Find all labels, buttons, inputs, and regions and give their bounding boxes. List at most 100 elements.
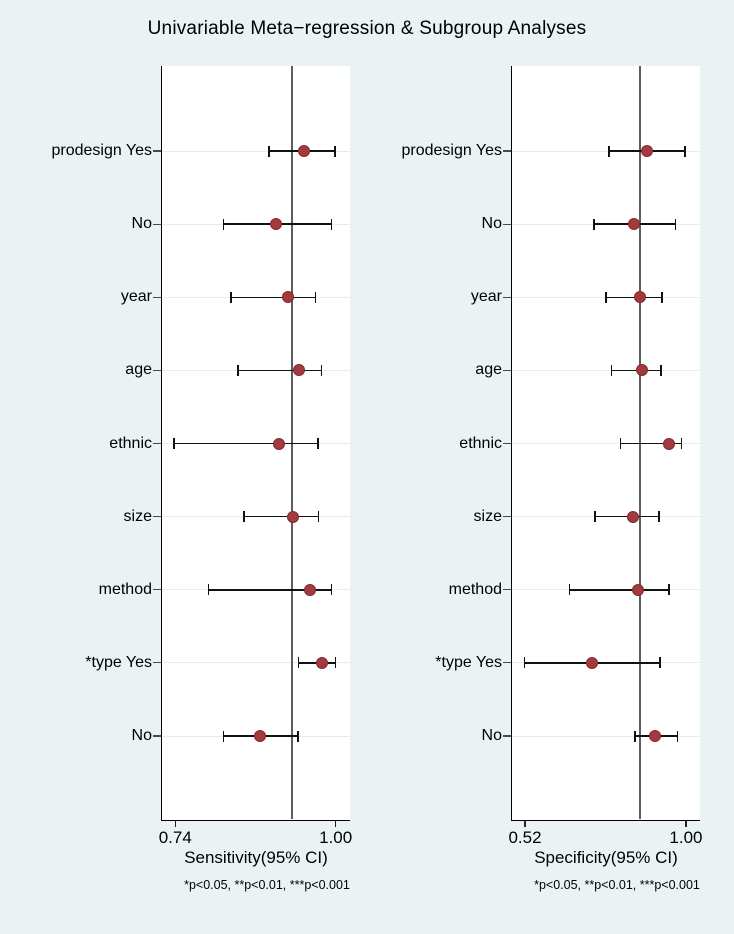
ci-line bbox=[238, 369, 322, 372]
estimate-marker bbox=[628, 218, 640, 231]
ci-cap-right bbox=[317, 511, 320, 523]
ci-line bbox=[569, 589, 670, 591]
category-label: prodesign Yes bbox=[51, 142, 152, 160]
ci-cap-left bbox=[297, 657, 300, 669]
y-tick bbox=[502, 369, 511, 372]
gridline bbox=[162, 662, 350, 664]
ci-cap-left bbox=[610, 364, 613, 376]
ci-line bbox=[243, 515, 319, 518]
estimate-marker bbox=[287, 510, 300, 523]
reference-line-sensitivity bbox=[291, 66, 294, 819]
category-label: ethnic bbox=[109, 434, 152, 452]
category-label: age bbox=[125, 361, 152, 379]
category-label: No bbox=[131, 727, 152, 745]
category-label: year bbox=[470, 288, 502, 306]
y-tick bbox=[502, 735, 511, 737]
y-tick bbox=[502, 223, 511, 225]
ci-cap-left bbox=[523, 657, 526, 669]
ci-cap-right bbox=[297, 730, 299, 742]
ci-cap-left bbox=[243, 511, 245, 523]
y-tick bbox=[152, 223, 161, 225]
y-tick bbox=[152, 516, 161, 518]
ci-cap-right bbox=[676, 730, 678, 742]
y-tick bbox=[152, 296, 161, 298]
ci-cap-right bbox=[668, 584, 670, 596]
gridline bbox=[512, 150, 700, 152]
estimate-marker bbox=[634, 291, 647, 304]
estimate-marker bbox=[636, 364, 649, 377]
ci-cap-left bbox=[593, 218, 595, 230]
estimate-marker bbox=[632, 583, 645, 596]
ci-cap-left bbox=[268, 145, 270, 157]
x-tick-label: 0.74 bbox=[158, 828, 192, 847]
gridline bbox=[512, 369, 700, 371]
ci-cap-right bbox=[317, 438, 319, 450]
ci-line bbox=[230, 296, 316, 299]
x-axis-title-specificity: Specificity(95% CI) bbox=[534, 848, 678, 867]
estimate-marker bbox=[641, 145, 654, 158]
ci-cap-right bbox=[680, 438, 683, 450]
category-label: No bbox=[131, 215, 152, 233]
y-tick bbox=[152, 662, 161, 664]
y-tick bbox=[502, 662, 511, 664]
ci-cap-right bbox=[320, 364, 323, 376]
reference-line-specificity bbox=[639, 66, 642, 819]
ci-cap-left bbox=[237, 364, 239, 376]
category-label: method bbox=[98, 580, 152, 598]
x-tick bbox=[685, 820, 687, 827]
estimate-marker bbox=[292, 364, 305, 377]
ci-cap-left bbox=[173, 438, 175, 450]
ci-cap-right bbox=[330, 584, 333, 596]
gridline bbox=[512, 443, 700, 445]
ci-cap-right bbox=[334, 657, 337, 669]
significance-note-specificity: *p<0.05, **p<0.01, ***p<0.001 bbox=[534, 878, 700, 892]
estimate-marker bbox=[649, 730, 662, 743]
ci-cap-right bbox=[658, 511, 660, 523]
category-label: age bbox=[475, 361, 502, 379]
y-tick bbox=[152, 589, 161, 591]
y-tick bbox=[152, 369, 161, 372]
y-tick bbox=[152, 150, 161, 152]
y-tick bbox=[502, 516, 511, 518]
estimate-marker bbox=[270, 218, 283, 231]
category-label: method bbox=[448, 580, 502, 598]
ci-line bbox=[594, 515, 659, 518]
estimate-marker bbox=[316, 656, 329, 669]
category-label: No bbox=[481, 727, 502, 745]
ci-cap-left bbox=[222, 730, 225, 742]
estimate-marker bbox=[298, 145, 311, 158]
estimate-marker bbox=[254, 730, 267, 743]
ci-line bbox=[174, 442, 318, 445]
ci-line bbox=[620, 442, 682, 445]
ci-line bbox=[605, 296, 662, 299]
ci-cap-left bbox=[568, 584, 571, 596]
x-axis-title-sensitivity: Sensitivity(95% CI) bbox=[184, 848, 328, 867]
estimate-marker bbox=[586, 656, 599, 669]
ci-cap-right bbox=[334, 145, 336, 157]
category-label: No bbox=[481, 215, 502, 233]
y-tick bbox=[152, 735, 161, 737]
y-tick bbox=[152, 442, 161, 445]
category-label: size bbox=[473, 507, 502, 525]
ci-cap-right bbox=[661, 291, 663, 303]
x-tick-label: 1.00 bbox=[319, 828, 353, 847]
category-label: year bbox=[120, 288, 152, 306]
x-tick bbox=[334, 820, 337, 827]
y-tick bbox=[502, 442, 511, 445]
estimate-marker bbox=[272, 437, 285, 450]
ci-cap-left bbox=[207, 584, 210, 596]
ci-cap-right bbox=[660, 364, 662, 376]
x-tick bbox=[174, 820, 176, 827]
ci-cap-left bbox=[230, 291, 232, 303]
figure-title: Univariable Meta−regression & Subgroup A… bbox=[147, 18, 587, 39]
ci-cap-left bbox=[594, 511, 596, 523]
estimate-marker bbox=[281, 291, 294, 304]
ci-cap-right bbox=[314, 291, 317, 303]
ci-line bbox=[611, 369, 661, 372]
estimate-marker bbox=[663, 437, 676, 450]
ci-line bbox=[208, 589, 332, 591]
ci-cap-left bbox=[619, 438, 622, 450]
category-label: prodesign Yes bbox=[401, 142, 502, 160]
y-tick bbox=[502, 589, 511, 591]
